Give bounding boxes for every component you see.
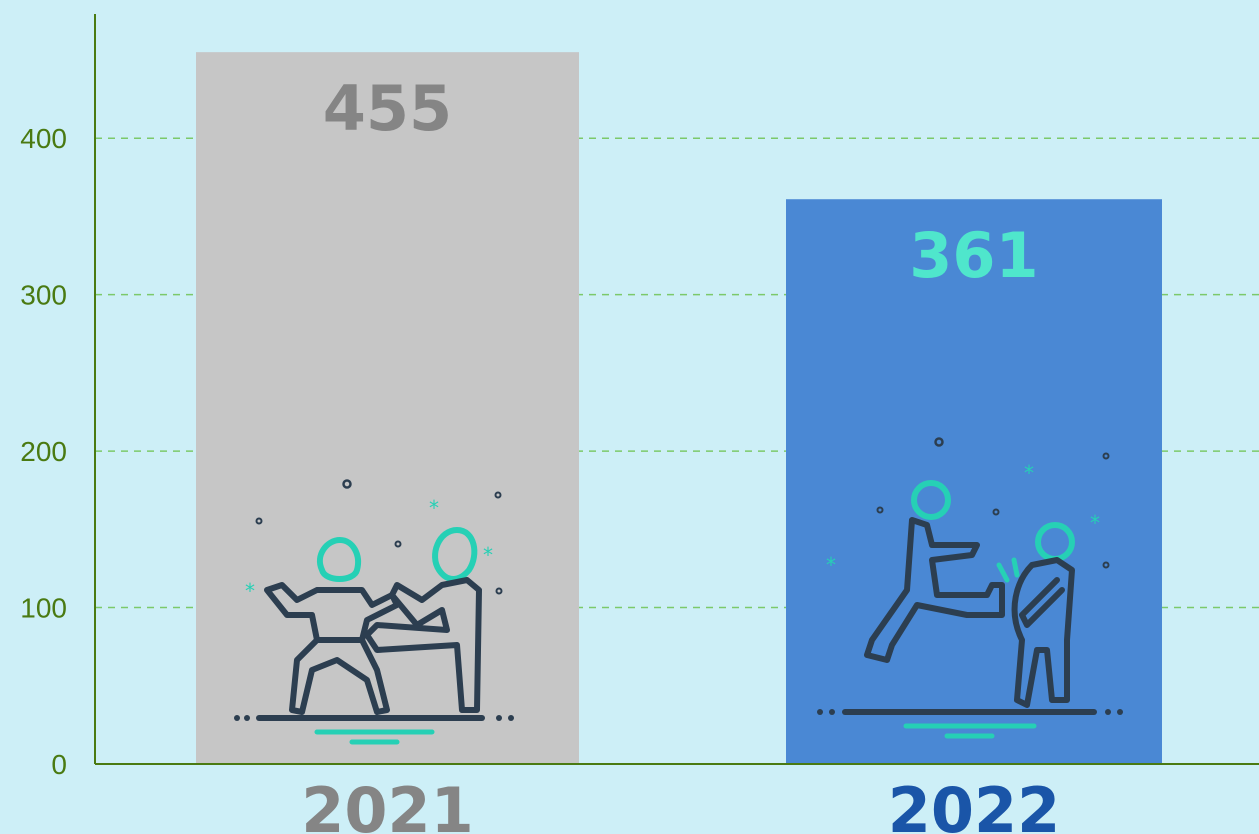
value-label-2022: 361 <box>909 219 1038 292</box>
y-tick-label-100: 100 <box>20 593 67 624</box>
y-tick-label-0: 0 <box>51 749 67 780</box>
svg-text:*: * <box>245 579 255 603</box>
x-tick-label-2022: 2022 <box>888 774 1061 834</box>
labels: 0 100 200 300 400 455 2021 361 2022 <box>20 72 1060 834</box>
bar-2022 <box>786 199 1162 764</box>
svg-text:*: * <box>826 553 836 577</box>
y-tick-label-300: 300 <box>20 280 67 311</box>
bars <box>196 52 1162 764</box>
x-tick-label-2021: 2021 <box>301 774 474 834</box>
kicking-person-icon: * * * <box>817 437 1123 739</box>
svg-text:*: * <box>483 543 493 567</box>
axes <box>94 14 1259 765</box>
svg-text:*: * <box>1090 511 1100 535</box>
svg-text:*: * <box>1024 461 1034 485</box>
bar-2021 <box>196 52 579 764</box>
value-label-2021: 455 <box>323 72 452 145</box>
svg-text:*: * <box>429 496 439 520</box>
y-tick-label-400: 400 <box>20 123 67 154</box>
y-tick-label-200: 200 <box>20 436 67 467</box>
martial-arts-sparring-icon: * * * <box>234 479 514 745</box>
